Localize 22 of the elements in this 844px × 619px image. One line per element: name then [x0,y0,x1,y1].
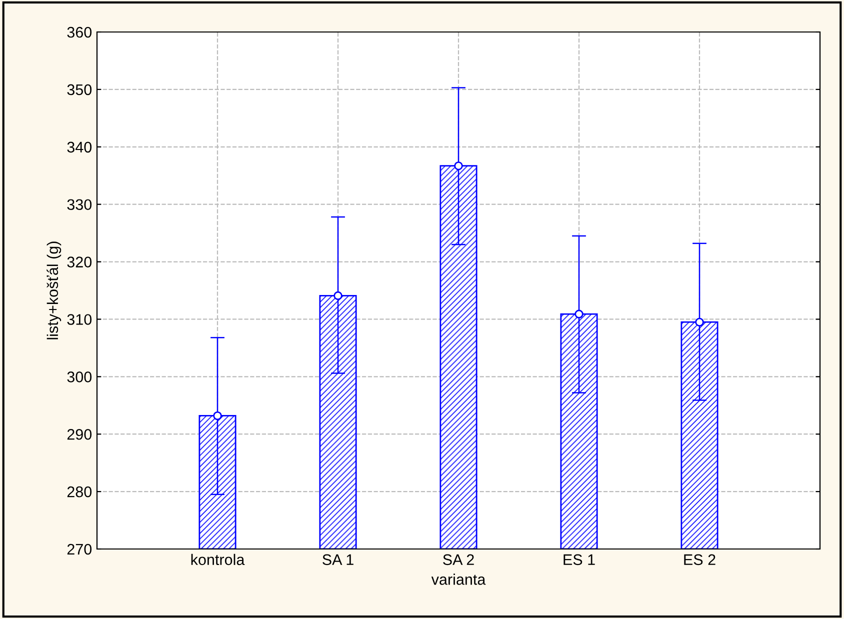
x-tick-label: ES 1 [564,554,595,566]
y-tick-label: 360 [67,26,92,38]
point [695,318,704,326]
y-tick-label: 300 [67,372,92,382]
y-tick-label: 290 [67,428,92,440]
x-tick-label: SA 1 [322,554,354,566]
point [454,161,463,170]
y-tick-label: 310 [67,314,92,325]
x-tick-label: SA 2 [443,554,474,566]
y-tick-label: 340 [67,142,92,153]
y-tick-label: 350 [67,84,92,96]
point [213,411,222,420]
x-tick-label: ES 2 [684,554,716,566]
x-axis-title: varianta [431,574,486,585]
y-tick-label: 330 [67,199,92,210]
y-tick-label: 280 [67,486,92,498]
point [334,291,342,300]
y-tick-label: 320 [67,256,92,268]
x-tick-label: kontrola [191,554,245,566]
point [574,310,584,318]
y-axis-title: listy+košťál (g) [46,242,62,340]
y-tick-label: 270 [67,544,92,555]
